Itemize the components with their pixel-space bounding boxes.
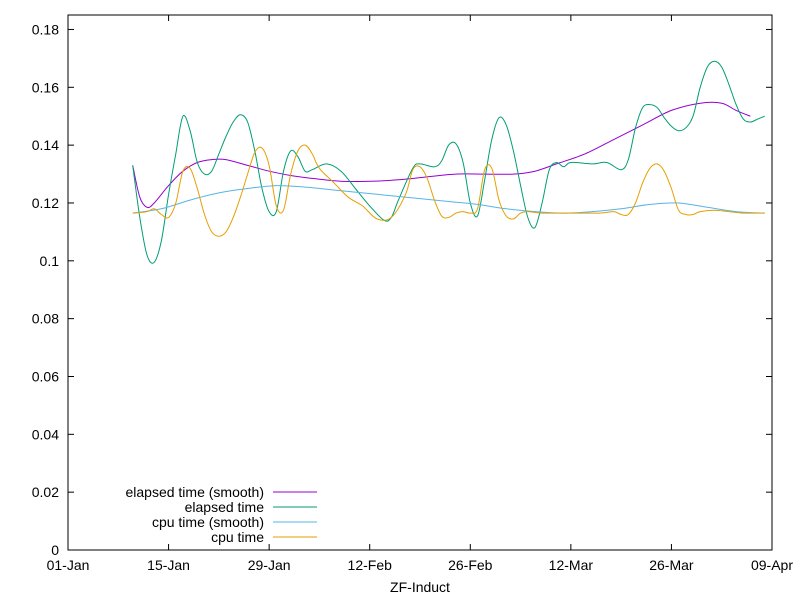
x-tick-label: 26-Mar xyxy=(649,557,694,573)
y-axis-ticks: 0 0.02 0.04 0.06 0.08 0.1 0.12 0.14 0.16 0.18 xyxy=(32,21,772,558)
y-tick-label: 0.1 xyxy=(40,253,60,269)
y-tick-label: 0.14 xyxy=(32,137,59,153)
plot-frame xyxy=(67,14,773,551)
x-axis-label: ZF-Induct xyxy=(390,579,450,595)
legend-label-elapsed-time-smooth: elapsed time (smooth) xyxy=(125,484,264,500)
x-tick-label: 12-Mar xyxy=(549,557,594,573)
legend-label-cpu-time: cpu time xyxy=(211,529,264,545)
y-tick-label: 0.02 xyxy=(32,484,59,500)
legend-label-elapsed-time: elapsed time xyxy=(185,499,265,515)
legend-label-cpu-time-smooth: cpu time (smooth) xyxy=(152,514,264,530)
series-lines xyxy=(132,60,765,264)
x-tick-label: 09-Apr xyxy=(751,557,793,573)
x-tick-label: 01-Jan xyxy=(47,557,90,573)
series-line-elapsed-time-smooth xyxy=(132,101,751,209)
x-tick-label: 29-Jan xyxy=(248,557,291,573)
y-tick-label: 0 xyxy=(51,542,59,558)
y-tick-label: 0.18 xyxy=(32,21,59,37)
y-tick-label: 0.12 xyxy=(32,195,59,211)
y-tick-label: 0.06 xyxy=(32,368,59,384)
x-tick-label: 15-Jan xyxy=(147,557,190,573)
series-line-elapsed-time xyxy=(132,60,765,264)
x-tick-label: 12-Feb xyxy=(348,557,393,573)
y-tick-label: 0.04 xyxy=(32,426,59,442)
x-axis-ticks: 01-Jan 15-Jan 29-Jan 12-Feb 26-Feb 12-Mar 26-M… xyxy=(47,15,793,573)
series-line-cpu-time xyxy=(132,144,765,237)
series-line-cpu-time-smooth xyxy=(132,185,765,214)
y-tick-label: 0.08 xyxy=(32,311,59,327)
x-tick-label: 26-Feb xyxy=(448,557,493,573)
y-tick-label: 0.16 xyxy=(32,79,59,95)
